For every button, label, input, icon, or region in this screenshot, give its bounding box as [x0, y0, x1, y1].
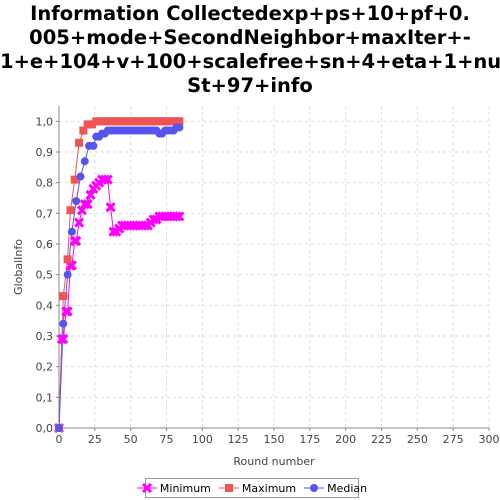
- x-tick-label: 225: [371, 433, 392, 446]
- data-point-minimum: [62, 306, 73, 317]
- data-point-minimum: [108, 226, 119, 237]
- legend-item-maximum: Maximum: [218, 481, 297, 495]
- data-point-maximum: [70, 175, 79, 184]
- x-tick-label: 100: [192, 433, 213, 446]
- y-tick-label: 0,5: [36, 269, 54, 282]
- legend-label-minimum: Minimum: [159, 481, 211, 495]
- chart-title-line: St+97+info: [187, 74, 313, 97]
- y-tick-label: 1,0: [36, 115, 54, 128]
- data-point-median: [89, 141, 98, 150]
- data-point-minimum: [79, 199, 90, 210]
- chart-title-line: Information Collectedexp+ps+10+pf+0.: [30, 2, 470, 25]
- chart-title-line: 1+e+104+v+100+scalefree+sn+4+eta+1+num: [0, 50, 500, 73]
- legend-swatch-median: [304, 484, 325, 492]
- tick-labels: 0 25 50 75 100 125 150 175 200 225 250 275 300 0,0 0,1…: [36, 115, 500, 446]
- legend-swatch-maximum: [218, 484, 239, 492]
- data-point-minimum: [171, 211, 182, 222]
- data-point-median: [80, 157, 89, 166]
- y-tick-label: 0,8: [36, 177, 54, 190]
- x-tick-label: 250: [407, 433, 428, 446]
- x-tick-label: 50: [124, 433, 138, 446]
- chart-title: Information Collectedexp+ps+10+pf+0. 005…: [0, 2, 500, 98]
- data-point-minimum: [71, 235, 82, 246]
- data-point-median: [175, 123, 184, 132]
- y-tick-label: 0,2: [36, 361, 54, 374]
- data-point-minimum: [105, 202, 116, 213]
- data-point-minimum: [139, 220, 151, 231]
- data-point-median: [55, 424, 63, 432]
- data-point-median: [76, 172, 85, 181]
- data-point-minimum: [74, 217, 85, 228]
- data-point-median: [67, 227, 76, 236]
- data-point-median: [72, 197, 81, 206]
- plot-area: [59, 106, 489, 428]
- data-point-minimum: [58, 334, 69, 345]
- y-tick-label: 0,7: [36, 207, 54, 220]
- y-tick-label: 0,3: [36, 330, 54, 343]
- chart-title-line: 005+mode+SecondNeighbor+maxIter+-: [29, 26, 471, 49]
- data-point-maximum: [79, 126, 88, 135]
- data-point-minimum: [148, 214, 159, 225]
- data-point-minimum: [99, 174, 110, 185]
- data-point-maximum: [63, 255, 72, 264]
- x-tick-label: 275: [443, 433, 464, 446]
- data-point-minimum: [82, 199, 93, 210]
- legend-item-minimum: Minimum: [136, 481, 211, 495]
- data-point-minimum: [174, 211, 185, 222]
- x-tick-label: 200: [335, 433, 356, 446]
- x-tick-label: 75: [160, 433, 174, 446]
- legend-label-median: Median: [327, 481, 368, 495]
- x-tick-label: 25: [88, 433, 102, 446]
- data-point-maximum: [87, 120, 96, 129]
- data-point-minimum: [102, 174, 113, 185]
- x-tick-label: 125: [228, 433, 249, 446]
- series-markers: [53, 117, 185, 434]
- x-tick-label: 150: [264, 433, 285, 446]
- x-tick-label: 175: [299, 433, 320, 446]
- legend-label-maximum: Maximum: [241, 481, 297, 495]
- x-axis-label: Round number: [233, 455, 315, 468]
- x-tick-label: 300: [479, 433, 500, 446]
- y-axis-label: GlobalInfo: [12, 239, 25, 295]
- data-point-maximum: [83, 120, 92, 129]
- data-point-maximum: [75, 138, 84, 147]
- data-point-median: [59, 319, 68, 328]
- data-point-median: [63, 270, 72, 279]
- chart-legend: Minimum Maximum Median: [136, 478, 367, 498]
- data-point-minimum: [85, 189, 96, 200]
- data-point-maximum: [59, 292, 68, 301]
- legend-swatch-minimum: [136, 483, 157, 493]
- x-tick-label: 0: [56, 433, 63, 446]
- y-tick-label: 0,9: [36, 146, 54, 159]
- y-tick-label: 0,6: [36, 238, 54, 251]
- y-tick-label: 0,1: [36, 391, 54, 404]
- data-point-maximum: [66, 206, 75, 215]
- y-tick-label: 0,4: [36, 299, 54, 312]
- legend-item-median: Median: [304, 482, 367, 495]
- data-point-maximum: [175, 117, 184, 126]
- y-tick-label: 0,0: [36, 422, 54, 435]
